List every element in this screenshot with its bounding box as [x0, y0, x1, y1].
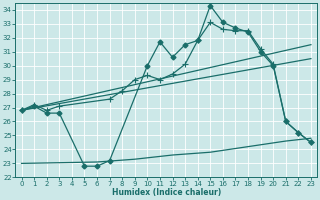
X-axis label: Humidex (Indice chaleur): Humidex (Indice chaleur)	[112, 188, 221, 197]
